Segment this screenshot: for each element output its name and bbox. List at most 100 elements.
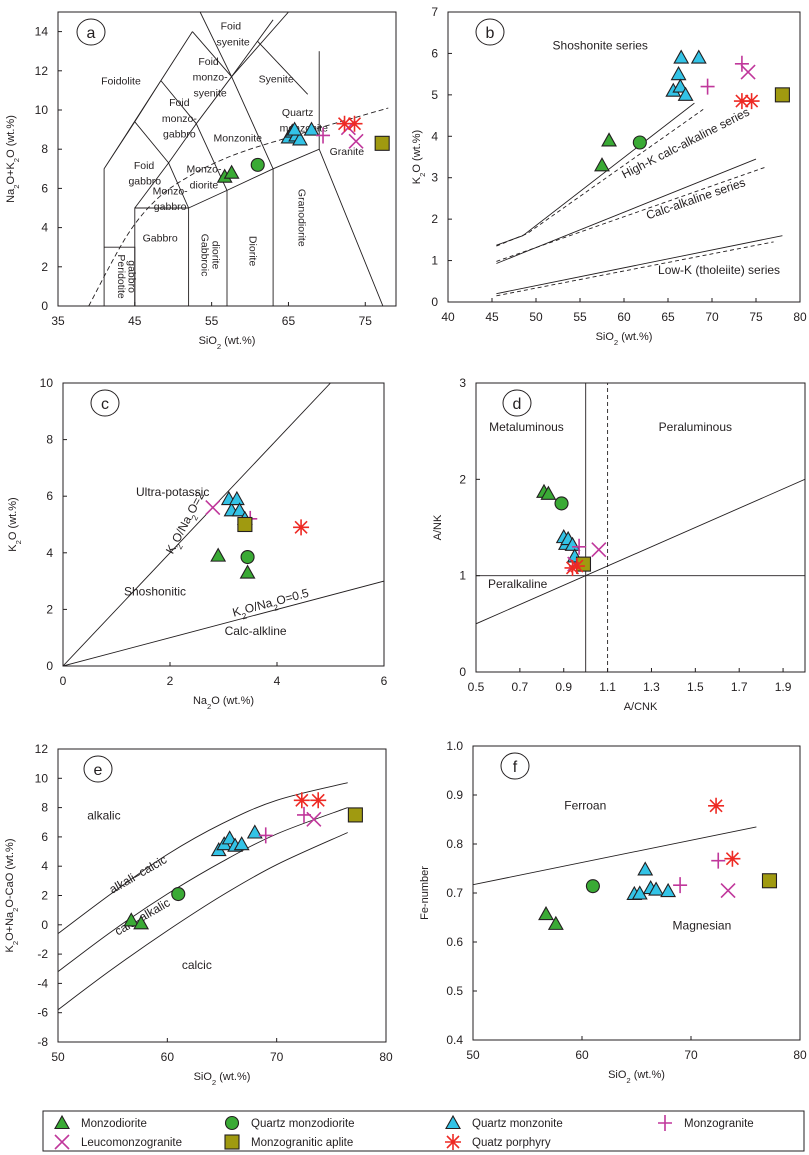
- field-label: Foid: [169, 97, 190, 109]
- field-boundary: [104, 246, 136, 306]
- y-tick-label: 4: [41, 859, 48, 873]
- data-point: [554, 496, 569, 511]
- y-tick-label: 10: [35, 771, 49, 785]
- x-tick-label: 50: [529, 310, 543, 324]
- y-tick-label: 3: [459, 376, 466, 390]
- field-label: calc–alkalic: [112, 896, 172, 939]
- y-tick-label: 0: [41, 918, 48, 932]
- title-circle: [475, 18, 505, 46]
- y-tick-label: 0.8: [446, 837, 463, 851]
- data-point: [672, 78, 689, 93]
- axes-frame: [57, 11, 397, 307]
- data-point: [233, 836, 250, 851]
- x-tick-label: 0.5: [468, 680, 485, 694]
- series-monzogranitic_aplite: [761, 873, 778, 889]
- reference-line-dashed: [496, 166, 765, 262]
- series-monzogranite: [700, 55, 749, 95]
- axes-frame: [475, 382, 806, 673]
- data-point: [540, 485, 557, 500]
- plot-area-e: [58, 782, 348, 1011]
- legend-label: Quatz porphyry: [472, 1137, 551, 1149]
- legend-label: Monzogranite: [684, 1118, 754, 1130]
- field-label: Shoshonitic: [124, 584, 186, 598]
- data-point: [673, 49, 690, 64]
- x-tick-label: 50: [51, 1050, 65, 1064]
- data-point: [250, 157, 265, 172]
- x-tick-label: 1.7: [731, 680, 748, 694]
- field-boundary: [231, 76, 274, 169]
- field-label: Foid: [221, 21, 242, 33]
- data-point: [123, 912, 140, 927]
- panel-title: f: [513, 759, 518, 776]
- legend-marker: [224, 1134, 240, 1150]
- x-tick-label: 50: [466, 1048, 480, 1062]
- field-label: Foid: [198, 56, 219, 68]
- data-point: [743, 93, 760, 110]
- legend-item-monzogranite: Monzogranite: [658, 1115, 754, 1131]
- classification-curve: [58, 782, 348, 934]
- legend-label: Quartz monzonite: [472, 1118, 563, 1130]
- y-tick-label: 12: [35, 64, 49, 78]
- field-label-vertical: Granodiorite: [295, 189, 307, 247]
- legend-label: Monzogranitic aplite: [251, 1137, 353, 1149]
- data-point: [700, 78, 715, 95]
- x-tick-label: 0: [60, 674, 67, 688]
- data-point: [734, 55, 749, 72]
- data-point: [690, 49, 707, 64]
- data-point: [286, 121, 303, 136]
- data-point: [673, 877, 688, 894]
- title-circle: [500, 752, 530, 780]
- data-point: [228, 490, 245, 506]
- y-tick-label: 0.5: [446, 984, 463, 998]
- y-tick-label: 0: [459, 665, 466, 679]
- x-tick-label: 70: [684, 1048, 698, 1062]
- legend-label: Quartz monzodiorite: [251, 1118, 355, 1130]
- y-tick-label: 1: [431, 254, 438, 268]
- series-monzogranite: [572, 538, 587, 555]
- data-point: [292, 131, 308, 146]
- data-point: [240, 549, 255, 565]
- data-point: [724, 850, 741, 867]
- data-point: [306, 811, 322, 827]
- data-point: [171, 886, 186, 902]
- panel-title: a: [87, 25, 96, 42]
- field-label: alkali–calcic: [107, 852, 169, 896]
- reference-line-dashed: [496, 241, 774, 297]
- legend-item-monzodiorite: Monzodiorite: [54, 1114, 147, 1130]
- series-quartz_porphyry: [293, 519, 310, 536]
- y-axis-label: K2O (wt.%): [7, 497, 23, 551]
- data-point: [346, 115, 363, 132]
- field-label: Monzonite: [214, 132, 263, 144]
- y-tick-label: 0.9: [446, 788, 463, 802]
- y-tick-label: 12: [35, 742, 49, 756]
- field-label: Metaluminous: [489, 420, 564, 434]
- panel-c: 0 2 4 6 0 2 4 6 8 10 Na2O (wt.%) K2O (wt.%) c Ultra-p…: [7, 376, 388, 711]
- x-tick-label: 60: [617, 310, 631, 324]
- series-leucomonzogranite: [205, 499, 221, 516]
- series-monzogranitic_aplite: [237, 516, 253, 533]
- y-tick-label: 10: [35, 103, 49, 117]
- field-boundary: [168, 162, 190, 209]
- legend-label: Monzodiorite: [81, 1118, 147, 1130]
- legend-item-quartz_monzodiorite: Quartz monzodiorite: [224, 1115, 355, 1131]
- field-label: Low-K (tholeiite) series: [658, 263, 780, 277]
- y-axis-label: K2O+Na2O-CaO (wt.%): [4, 838, 20, 952]
- series-monzogranite: [673, 852, 726, 894]
- y-tick-label: 8: [46, 433, 53, 447]
- series-monzogranite: [258, 806, 311, 844]
- field-label: Magnesian: [673, 918, 732, 932]
- reference-line: [63, 580, 384, 666]
- plot-area-d: [476, 383, 805, 672]
- y-tick-label: 2: [46, 602, 53, 616]
- series-monzodiorite: [594, 132, 617, 172]
- data-point: [293, 792, 310, 809]
- data-point: [670, 66, 687, 81]
- series-quartz_monzonite: [626, 861, 677, 901]
- legend-item-monzogranitic_aplite: Monzogranitic aplite: [224, 1134, 353, 1150]
- series-quartz_monzodiorite: [632, 135, 647, 150]
- y-tick-label: 4: [46, 546, 53, 560]
- x-tick-label: 80: [793, 310, 807, 324]
- y-tick-label: 6: [41, 181, 48, 195]
- y-tick-label: -4: [37, 976, 48, 990]
- reference-line: [476, 478, 805, 625]
